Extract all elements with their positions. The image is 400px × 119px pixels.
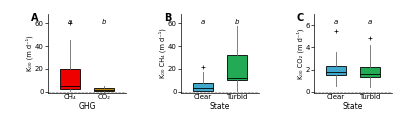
PathPatch shape — [227, 55, 247, 80]
Text: b: b — [235, 19, 239, 25]
Text: a: a — [68, 19, 72, 25]
PathPatch shape — [326, 66, 346, 75]
Text: a: a — [201, 19, 205, 25]
Y-axis label: K₀₀ CO₂ (m d⁻¹): K₀₀ CO₂ (m d⁻¹) — [296, 28, 304, 79]
Text: b: b — [102, 19, 106, 25]
Y-axis label: K₀₀ CH₄ (m d⁻¹): K₀₀ CH₄ (m d⁻¹) — [159, 29, 166, 79]
Text: A: A — [31, 13, 38, 23]
Text: a: a — [368, 19, 372, 25]
X-axis label: GHG: GHG — [78, 102, 96, 111]
Text: B: B — [164, 13, 171, 23]
Y-axis label: K₀₀ (m d⁻¹): K₀₀ (m d⁻¹) — [26, 36, 34, 71]
PathPatch shape — [60, 69, 80, 89]
X-axis label: State: State — [210, 102, 230, 111]
Text: a: a — [334, 19, 338, 25]
X-axis label: State: State — [343, 102, 363, 111]
Text: C: C — [297, 13, 304, 23]
PathPatch shape — [193, 83, 213, 91]
PathPatch shape — [360, 67, 380, 77]
PathPatch shape — [94, 88, 114, 91]
